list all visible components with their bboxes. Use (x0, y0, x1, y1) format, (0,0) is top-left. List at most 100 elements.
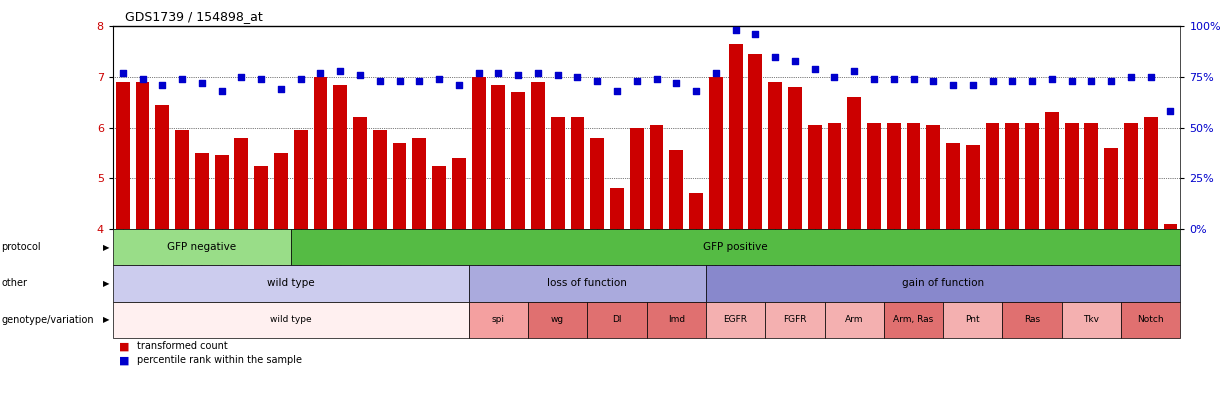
Text: Tkv: Tkv (1083, 315, 1099, 324)
Point (390, 78, 410, 84)
Point (271, 86, 291, 92)
Point (508, 72, 528, 78)
Bar (471, 77, 486, 405)
Point (924, 78, 944, 84)
Bar (571, 117, 584, 405)
Text: GFP negative: GFP negative (167, 242, 237, 252)
Bar (848, 97, 861, 405)
Point (449, 82, 469, 88)
Point (944, 82, 963, 88)
Bar (966, 145, 979, 405)
Point (252, 76, 271, 82)
Text: wild type: wild type (270, 315, 312, 324)
Bar (1026, 122, 1039, 405)
Text: Notch: Notch (1137, 315, 1164, 324)
Point (825, 74, 844, 80)
Bar (590, 138, 604, 405)
Text: Arm: Arm (845, 315, 864, 324)
Point (647, 76, 666, 82)
Point (212, 88, 232, 94)
Bar (215, 156, 228, 405)
Text: FGFR: FGFR (783, 315, 806, 324)
Bar (985, 122, 1000, 405)
Bar (334, 85, 347, 405)
Bar (1124, 122, 1137, 405)
Text: ■: ■ (119, 356, 130, 365)
Bar (512, 92, 525, 405)
Text: genotype/variation: genotype/variation (1, 315, 93, 325)
Point (706, 70, 725, 76)
Bar (293, 130, 308, 405)
Point (864, 76, 883, 82)
Bar (393, 143, 406, 405)
Bar (887, 122, 901, 405)
Bar (1104, 148, 1118, 405)
Point (429, 76, 449, 82)
Bar (729, 44, 742, 405)
Text: spi: spi (492, 315, 504, 324)
Bar (115, 82, 130, 405)
Text: GDS1739 / 154898_at: GDS1739 / 154898_at (125, 10, 263, 23)
Bar (136, 82, 150, 405)
Point (469, 70, 488, 76)
Point (369, 78, 389, 84)
Point (528, 70, 547, 76)
Bar (788, 87, 801, 405)
Point (686, 88, 706, 94)
Text: ▶: ▶ (103, 279, 109, 288)
Bar (690, 194, 703, 405)
Bar (907, 122, 920, 405)
Text: ▶: ▶ (103, 243, 109, 252)
Text: transformed count: transformed count (137, 341, 228, 351)
Bar (867, 122, 881, 405)
Point (1161, 108, 1180, 115)
Text: wg: wg (551, 315, 564, 324)
Point (725, 27, 745, 34)
Point (410, 78, 429, 84)
Point (1022, 78, 1042, 84)
Bar (373, 130, 387, 405)
Bar (946, 143, 960, 405)
Point (805, 66, 825, 72)
Bar (156, 105, 169, 405)
Text: loss of function: loss of function (547, 279, 627, 288)
Bar (531, 82, 545, 405)
Bar (452, 158, 466, 405)
Bar (1163, 224, 1178, 405)
Bar (175, 130, 189, 405)
Point (488, 70, 508, 76)
Point (547, 72, 567, 78)
Text: ■: ■ (119, 341, 130, 351)
Bar (807, 125, 822, 405)
Point (666, 80, 686, 86)
Text: EGFR: EGFR (724, 315, 747, 324)
Point (568, 74, 588, 80)
Bar (1144, 117, 1157, 405)
Point (1102, 78, 1121, 84)
Point (191, 80, 211, 86)
Text: protocol: protocol (1, 242, 40, 252)
Bar (827, 122, 842, 405)
Point (152, 82, 172, 88)
Bar (412, 138, 426, 405)
Bar (274, 153, 288, 405)
Point (133, 76, 152, 82)
Bar (1005, 122, 1020, 405)
Point (627, 78, 647, 84)
Text: other: other (1, 279, 27, 288)
Bar (610, 188, 623, 405)
Point (172, 76, 191, 82)
Point (766, 53, 785, 60)
Bar (649, 125, 664, 405)
Point (607, 88, 627, 94)
Bar (629, 128, 644, 405)
Bar (926, 125, 940, 405)
Point (350, 72, 369, 78)
Point (1141, 74, 1161, 80)
Bar (709, 77, 723, 405)
Bar (1065, 122, 1079, 405)
Text: Dl: Dl (612, 315, 622, 324)
Point (310, 70, 330, 76)
Bar (234, 138, 248, 405)
Bar (768, 82, 782, 405)
